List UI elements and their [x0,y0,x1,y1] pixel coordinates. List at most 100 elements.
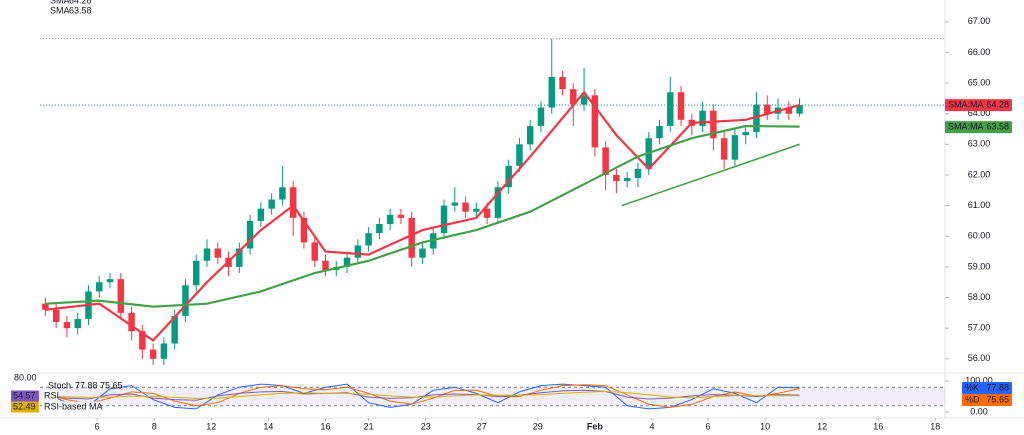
candle-body [289,187,297,218]
y-tick-label: 65.00 [968,77,991,87]
candle-body [483,208,491,218]
candle-body [526,125,534,145]
candle-body [376,224,383,234]
y-tick-label: 58.00 [968,292,991,302]
x-tick-label: 21 [364,421,374,431]
candle-body [52,309,60,323]
legend-value: 63.58 [69,5,92,15]
oscillator-line [45,389,800,401]
candle-body [440,205,448,234]
candle-body [559,76,566,90]
x-tick-label: 23 [421,421,431,431]
candle-body [613,174,620,182]
name-box [42,390,58,402]
legend-value: 64.28 [69,0,92,5]
y-tick-label: 56.00 [968,353,991,363]
value-box [11,390,39,402]
candle-body [182,285,189,316]
legend-title: Stoch [48,380,71,390]
candle-body [796,105,803,114]
candle-body [257,208,265,221]
candle-body [246,220,254,249]
price-tag [945,99,1012,112]
legend-name: SMA [50,0,70,5]
x-tick-label: 12 [206,421,216,431]
candle-body [300,217,308,243]
x-tick-label: 12 [817,421,827,431]
candle-body [268,199,275,209]
x-tick-label: Feb [587,421,604,431]
value-box-text: 54.57 [13,390,36,400]
x-tick-label: 6 [705,421,710,431]
candle-body [570,89,577,105]
candle-body [106,279,114,283]
sma-line [45,124,800,308]
y-tick-label: 64.00 [968,108,991,118]
candle-body [128,312,135,332]
price-tag-name: SMA:MA [948,99,984,109]
candle-body [160,343,168,359]
y-tick-label: 59.00 [968,261,991,271]
osc-tag-name: %K [965,382,979,392]
candle-body [386,214,394,224]
value-box [11,401,39,413]
price-tag-name: SMA:MA [948,121,984,131]
candle-body [322,260,329,270]
candle-body [192,260,200,286]
osc-tag [962,382,1012,394]
candle-body [505,165,512,188]
y-tick-label: 57.00 [968,323,991,333]
x-tick-label: 10 [760,421,770,431]
x-tick-label: 4 [649,421,654,431]
price-tag-value: 64.28 [986,99,1009,109]
x-tick-label: 16 [873,421,883,431]
candle-body [623,178,631,182]
y-tick-label: 100.00 [965,375,993,385]
candle-body [214,248,221,258]
candle-body [785,107,793,114]
candle-body [580,95,588,105]
candle-body [462,202,469,212]
candle-body [634,168,642,179]
candle-body [602,147,609,175]
candle-body [279,187,286,200]
candle-body [494,187,502,218]
candle-body [397,214,405,218]
candle-body [753,104,760,133]
x-tick-label: 14 [263,421,273,431]
legend-value: 75.65 [100,380,123,390]
y-tick-label: 63.00 [968,139,991,149]
candle-body [677,92,685,120]
y-tick-label: 62.00 [968,169,991,179]
x-tick-label: 16 [320,421,330,431]
name-box [42,401,100,413]
candle-body [419,248,426,258]
left-axis-label: 80.00 [14,372,37,382]
y-tick-label: 61.00 [968,200,991,210]
candle-body [117,279,125,313]
candle-body [408,217,415,258]
candle-body [236,248,243,267]
candle-body [742,132,749,136]
candle-body [591,95,599,148]
price-tag [945,121,1012,134]
candle-body [699,110,706,126]
x-tick-label: 18 [930,421,940,431]
x-tick-label: 29 [533,421,543,431]
candle-body [451,202,459,206]
candle-body [311,242,318,261]
candle-body [764,104,771,114]
x-tick-label: 6 [95,421,100,431]
candle-body [667,92,674,126]
candle-body [354,245,362,258]
trendline [621,143,800,207]
candle-body [537,107,545,126]
candle-body [343,257,351,267]
candle-body [149,349,157,359]
candle-body [720,138,728,160]
candle-body [74,318,81,329]
y-tick-label: 67.00 [968,16,991,26]
candle-body [171,315,178,344]
osc-tag-value: 77.88 [986,382,1009,392]
